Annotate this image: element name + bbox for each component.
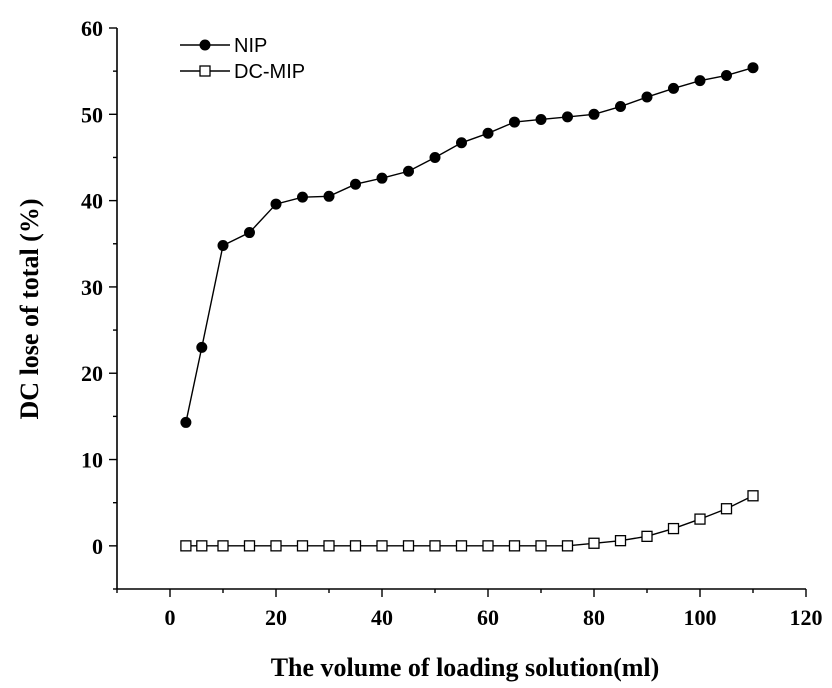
y-tick-label: 50 [81,102,103,127]
legend: NIP DC-MIP [180,35,305,83]
legend-marker-dc-mip [199,65,211,77]
data-point-nip [297,191,308,203]
y-tick-label: 20 [81,361,103,386]
data-point-nip [509,116,520,128]
data-point-nip [588,108,600,120]
data-point-dc-mip [243,540,256,552]
legend-label-nip: NIP [234,35,267,57]
data-point-dc-mip [323,540,335,552]
data-point-dc-mip [196,540,208,552]
series-line-nip [185,67,754,423]
x-tick-label: 60 [477,605,499,630]
legend-item-nip: NIP [180,35,267,57]
data-point-dc-mip [296,540,309,552]
data-point-dc-mip [217,540,229,552]
axis-ticks: 0 20 40 60 80 100 120 0 10 20 30 40 50 60 [81,16,823,630]
data-point-nip [747,62,759,74]
x-tick-label: 80 [583,605,605,630]
data-point-nip [482,127,494,139]
data-point-dc-mip [694,513,706,525]
data-point-nip [615,101,626,113]
data-point-nip [350,178,361,190]
y-tick-label: 60 [81,16,103,41]
data-point-nip [196,341,208,353]
data-series [180,62,759,552]
y-tick-label: 40 [81,189,103,214]
data-point-nip [694,75,706,87]
series-line-dc-mip [185,495,754,547]
data-point-nip [562,111,573,123]
x-tick-label: 100 [684,605,717,630]
data-point-nip [180,416,192,428]
x-axis-title: The volume of loading solution(ml) [271,653,660,682]
y-tick-label: 10 [81,448,103,473]
data-point-nip [323,190,335,202]
y-tick-label: 30 [81,275,103,300]
data-point-dc-mip [747,490,759,502]
data-point-dc-mip [535,540,547,552]
data-point-nip [403,165,414,177]
data-point-dc-mip [429,540,441,552]
x-tick-label: 20 [265,605,287,630]
legend-marker-nip [199,39,211,51]
x-tick-label: 40 [371,605,393,630]
data-point-nip [429,151,441,163]
series-dc-mip [180,490,759,552]
data-point-dc-mip [455,540,468,552]
legend-item-dc-mip: DC-MIP [180,61,305,83]
data-point-nip [217,239,229,251]
data-point-nip [270,198,282,210]
legend-label-dc-mip: DC-MIP [234,61,305,83]
data-point-dc-mip [667,522,680,535]
y-tick-label: 0 [92,534,103,559]
data-point-nip [244,227,255,239]
data-point-dc-mip [482,540,494,552]
data-point-dc-mip [561,540,574,552]
data-point-dc-mip [270,540,282,552]
x-tick-label: 0 [165,605,176,630]
data-point-dc-mip [641,530,653,543]
series-nip [180,62,759,428]
data-point-dc-mip [614,535,627,547]
data-point-nip [456,137,467,149]
data-point-nip [641,91,653,103]
data-point-dc-mip [180,540,192,552]
data-point-dc-mip [508,540,521,552]
axes [116,28,806,590]
data-point-dc-mip [588,537,600,549]
data-point-nip [535,113,547,125]
data-point-dc-mip [376,540,388,552]
data-point-dc-mip [349,540,362,552]
data-point-dc-mip [402,540,415,552]
x-tick-label: 120 [790,605,823,630]
data-point-dc-mip [720,503,733,515]
y-axis-title: DC lose of total (%) [15,199,44,420]
data-point-nip [721,69,732,81]
data-point-nip [668,82,679,94]
data-point-nip [376,172,388,184]
